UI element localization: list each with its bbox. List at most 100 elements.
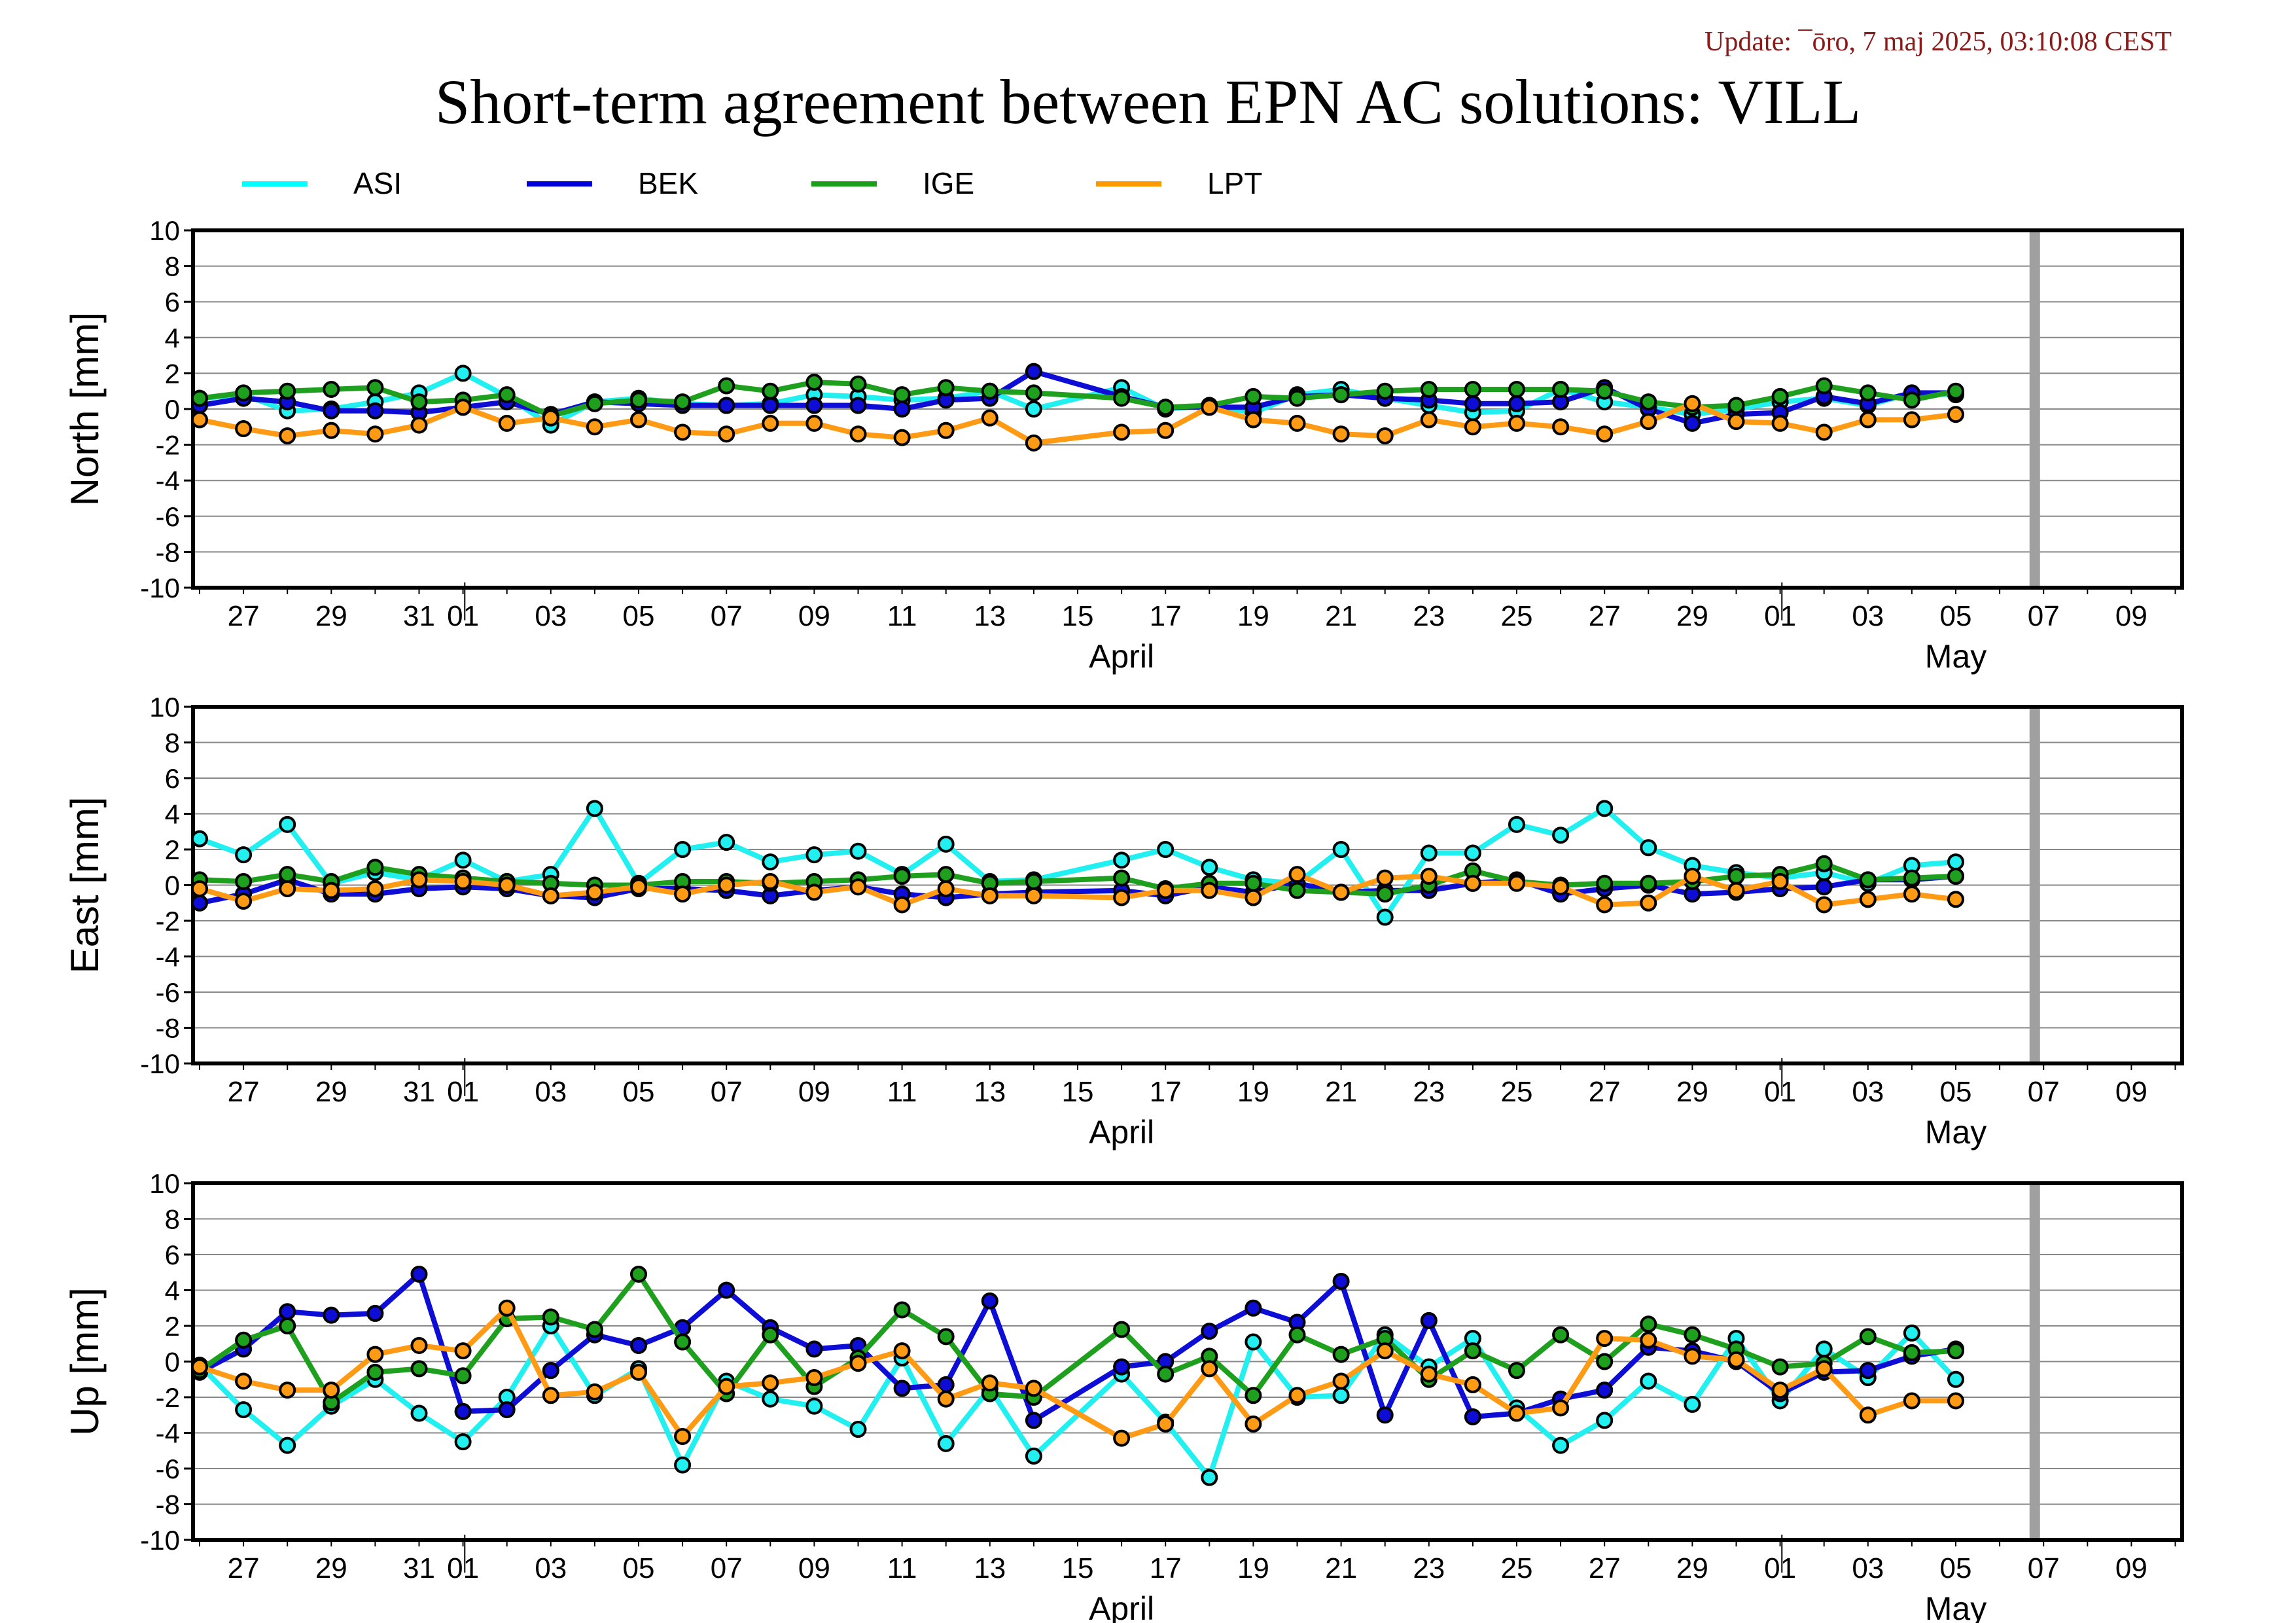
y-tick-label: -6 xyxy=(156,1454,180,1484)
data-point xyxy=(937,1390,955,1408)
data-point xyxy=(762,1390,779,1408)
series-line-ige xyxy=(199,861,1956,897)
series-line-ige xyxy=(199,380,1956,419)
data-point xyxy=(498,1401,516,1419)
update-timestamp: Update: ¯ōro, 7 maj 2025, 03:10:08 CEST xyxy=(1704,27,2172,57)
x-tick-label: 11 xyxy=(887,600,917,632)
data-point xyxy=(1771,1382,1789,1399)
data-point xyxy=(1025,1380,1042,1397)
data-point xyxy=(410,1360,428,1378)
y-tick-label: 6 xyxy=(165,763,180,794)
data-point xyxy=(674,1456,692,1474)
data-point xyxy=(498,386,516,404)
x-tick-label: 03 xyxy=(535,600,567,632)
y-tick-label: -8 xyxy=(156,537,180,567)
x-tick-label: 31 xyxy=(403,600,435,632)
data-point xyxy=(454,873,472,891)
data-point xyxy=(1596,1353,1614,1370)
data-point xyxy=(1157,1365,1174,1383)
data-point xyxy=(805,1340,823,1358)
data-point xyxy=(893,1380,911,1397)
data-point xyxy=(1464,1408,1481,1425)
x-tick-label: 01 xyxy=(447,1076,479,1108)
data-point xyxy=(805,374,823,391)
data-point xyxy=(1113,1429,1131,1447)
x-tick-label: 09 xyxy=(2115,1552,2147,1584)
data-point xyxy=(323,1382,340,1399)
data-point xyxy=(762,414,779,432)
data-point xyxy=(1859,891,1877,908)
data-point xyxy=(1508,1404,1525,1422)
data-point xyxy=(1420,844,1438,862)
data-point xyxy=(1288,1387,1306,1404)
x-tick-label: 27 xyxy=(228,1076,260,1108)
data-point xyxy=(1288,866,1306,883)
data-point xyxy=(937,379,955,397)
x-tick-label: 27 xyxy=(1589,600,1621,632)
panel-east: 10 8 6 4 2 0 -2 -4 -6 -8 -10 27 29 31 01 03 05 07 09 11 13 15… xyxy=(63,692,2184,1150)
data-point xyxy=(1552,1326,1570,1344)
data-point xyxy=(235,893,253,910)
data-point xyxy=(805,414,823,432)
data-point xyxy=(279,427,296,444)
data-point xyxy=(1113,851,1131,869)
data-point xyxy=(191,830,208,847)
data-point xyxy=(410,1265,428,1283)
data-point xyxy=(1288,882,1306,899)
x-tick-label: 07 xyxy=(2028,600,2060,632)
data-point xyxy=(1552,827,1570,844)
data-point xyxy=(1640,413,1657,431)
data-point xyxy=(1025,434,1042,452)
x-tick-label: 01 xyxy=(447,1552,479,1584)
data-point xyxy=(1903,869,1920,887)
data-point xyxy=(1596,1382,1614,1399)
data-point xyxy=(1859,411,1877,429)
x-tick-label: 05 xyxy=(1940,600,1972,632)
y-tick-label: 4 xyxy=(165,799,180,830)
data-point xyxy=(630,1265,647,1283)
data-point xyxy=(1288,389,1306,407)
data-point xyxy=(1201,1469,1218,1486)
data-point xyxy=(1464,874,1481,892)
data-point xyxy=(849,1355,867,1372)
data-point xyxy=(1376,1342,1394,1360)
data-point xyxy=(981,382,998,400)
data-point xyxy=(1727,1351,1745,1368)
data-point xyxy=(1464,844,1481,862)
y-tick-label: 2 xyxy=(165,358,180,389)
y-tick-label: 8 xyxy=(165,1204,180,1235)
data-point xyxy=(1596,1412,1614,1429)
data-point xyxy=(1771,873,1789,891)
data-point xyxy=(1903,411,1920,429)
y-tick-label: 0 xyxy=(165,1347,180,1378)
y-tick-label: -8 xyxy=(156,1013,180,1044)
data-point xyxy=(366,379,384,397)
data-point xyxy=(1815,1360,1833,1378)
data-point xyxy=(674,423,692,441)
data-point xyxy=(937,421,955,439)
y-tick-label: -2 xyxy=(156,906,180,936)
data-point xyxy=(410,871,428,889)
data-point xyxy=(849,397,867,414)
data-point xyxy=(1508,874,1525,892)
data-point xyxy=(1113,389,1131,407)
x-tick-label: 29 xyxy=(315,600,347,632)
data-point xyxy=(235,1331,253,1349)
x-tick-label: 09 xyxy=(798,1076,830,1108)
data-point xyxy=(1815,855,1833,872)
data-gap-band xyxy=(2029,230,2040,588)
data-point xyxy=(1596,896,1614,914)
data-point xyxy=(1552,878,1570,896)
data-point xyxy=(630,1363,647,1381)
data-point xyxy=(1947,406,1964,423)
panel-north: 10 8 6 4 2 0 -2 -4 -6 -8 -10 27 29 31 01 03 05 07 09 11 13 15… xyxy=(63,215,2184,675)
data-point xyxy=(1376,382,1394,400)
data-point xyxy=(1420,411,1438,429)
data-point xyxy=(279,1317,296,1334)
data-point xyxy=(454,1367,472,1385)
data-point xyxy=(849,878,867,896)
data-point xyxy=(762,397,779,414)
data-point xyxy=(1903,391,1920,409)
data-point xyxy=(586,395,603,412)
data-point xyxy=(366,859,384,876)
